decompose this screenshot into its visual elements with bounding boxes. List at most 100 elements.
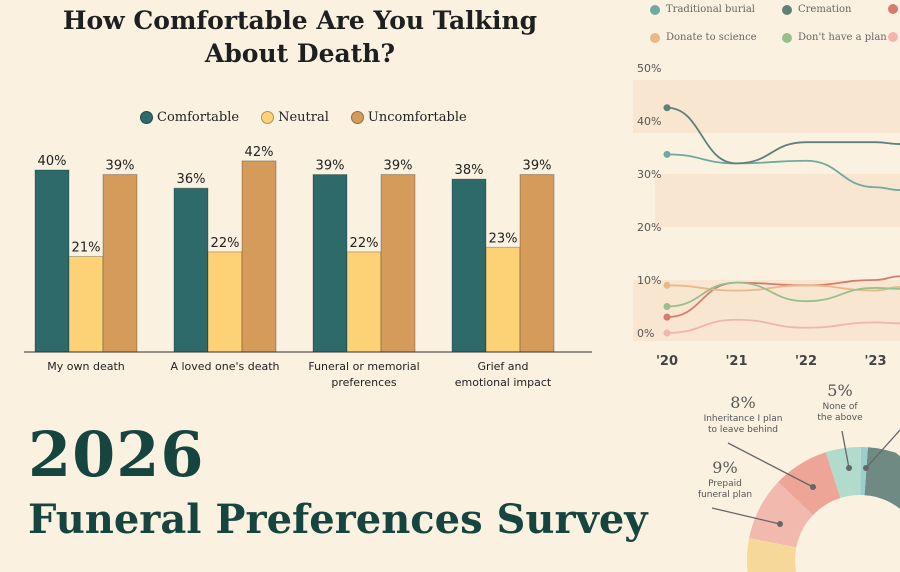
bar-value-label: 39% <box>523 159 552 174</box>
x-tick-label: '23 <box>864 354 886 369</box>
legend-label: Cremation <box>798 4 852 15</box>
x-tick-label: '22 <box>795 354 817 369</box>
legend-label: Donate to science <box>666 32 757 43</box>
bar-legend: Comfortable Neutral Uncomfortable <box>140 110 467 125</box>
legend-dot-icon <box>888 32 898 42</box>
y-tick-label: 20% <box>637 221 661 234</box>
leader-dot <box>810 484 816 490</box>
legend-label: Don't have a plan <box>798 32 887 43</box>
legend-dot-icon <box>782 32 792 43</box>
donut-slice <box>749 482 813 548</box>
legend-dot-icon <box>888 4 898 14</box>
donut-percent-label: 5% <box>827 381 852 400</box>
series-start-point <box>663 329 671 337</box>
bar <box>346 251 382 353</box>
legend-dot-icon <box>650 4 660 15</box>
bar <box>312 174 348 353</box>
legend-uncomfortable: Uncomfortable <box>350 110 467 125</box>
bar-value-label: 22% <box>211 236 240 251</box>
legend-label: Traditional burial <box>666 4 756 15</box>
series-line <box>666 106 900 165</box>
bar <box>241 160 277 353</box>
category-label: My own death <box>47 360 124 373</box>
series-start-point <box>663 281 671 289</box>
series-start-point <box>663 303 671 310</box>
donut-slice-label: the above <box>817 413 863 423</box>
leader-dot <box>846 465 852 471</box>
legend-dot-icon <box>650 32 660 43</box>
legend-series-6 <box>888 32 898 42</box>
donut-slice-label: None of <box>822 402 858 412</box>
series-start-point <box>663 104 671 112</box>
bar-value-label: 38% <box>455 163 484 178</box>
y-tick-label: 50% <box>637 62 661 75</box>
legend-label: Comfortable <box>157 110 240 125</box>
leader-dot <box>777 521 783 527</box>
legend-dot-icon <box>350 111 364 124</box>
legend-label: Uncomfortable <box>367 110 467 125</box>
x-tick-label: '21 <box>725 354 747 369</box>
series-line <box>666 284 900 292</box>
leader-line <box>727 442 814 488</box>
survey-title: Funeral Preferences Survey <box>28 496 648 543</box>
legend-traditional-burial: Traditional burial <box>650 4 755 15</box>
bar <box>485 246 521 353</box>
series-start-point <box>663 313 671 321</box>
donut-slice-label: Prepaid <box>708 479 742 489</box>
series-line <box>666 153 900 191</box>
donut-percent-label: 8% <box>730 393 755 412</box>
category-label: A loved one's death <box>170 360 279 373</box>
bar-chart-title: How Comfortable Are You Talking About De… <box>62 6 538 68</box>
bar-value-label: 42% <box>245 145 274 160</box>
x-tick-label: '20 <box>656 354 678 369</box>
donut-slice-yellow <box>747 538 818 572</box>
leader-line <box>865 429 900 469</box>
legend-neutral: Neutral <box>261 110 329 125</box>
leader-dot <box>863 465 869 471</box>
legend-cremation: Cremation <box>782 4 851 15</box>
category-label: preferences <box>331 376 397 389</box>
donut-slice-label: funeral plan <box>698 490 752 500</box>
series-start-point <box>663 150 671 158</box>
legend-dont-have-a-plan: Don't have a plan <box>782 32 887 43</box>
bar-value-label: 36% <box>177 172 206 187</box>
donut-slice-label: to leave behind <box>708 425 778 435</box>
series-line <box>666 318 900 334</box>
band <box>655 174 900 227</box>
y-tick-label: 0% <box>637 327 654 340</box>
leader-line <box>711 507 781 525</box>
bar-value-label: 40% <box>38 154 67 169</box>
bar-value-label: 39% <box>106 159 135 174</box>
category-label: Grief and <box>478 360 529 373</box>
legend-dot-icon <box>140 111 153 124</box>
legend-label: Neutral <box>278 110 329 125</box>
bar-value-label: 21% <box>72 240 101 255</box>
bar <box>34 169 70 353</box>
donut-slice-dark <box>864 447 900 572</box>
legend-comfortable: Comfortable <box>140 110 239 125</box>
bar-value-label: 22% <box>350 236 379 251</box>
bar-value-label: 39% <box>384 159 413 174</box>
bar <box>102 174 138 353</box>
bar <box>207 251 243 353</box>
donut-slice-sliver <box>860 447 868 496</box>
survey-year: 2026 <box>28 418 205 491</box>
bar <box>451 178 487 353</box>
bar <box>380 174 416 353</box>
category-label: Funeral or memorial <box>308 360 419 373</box>
category-label: emotional impact <box>455 376 552 389</box>
legend-donate-to-science: Donate to science <box>650 32 757 43</box>
bar <box>68 255 104 353</box>
band <box>633 80 900 133</box>
series-line <box>666 281 900 308</box>
y-tick-label: 40% <box>637 115 661 128</box>
legend-dot-icon <box>782 4 792 15</box>
bar <box>519 174 555 353</box>
legend-dot-icon <box>261 111 275 124</box>
bar-value-label: 39% <box>316 159 345 174</box>
y-tick-label: 10% <box>637 274 661 287</box>
y-tick-label: 30% <box>637 168 661 181</box>
leader-line <box>841 430 850 469</box>
donut-slice <box>825 447 861 498</box>
